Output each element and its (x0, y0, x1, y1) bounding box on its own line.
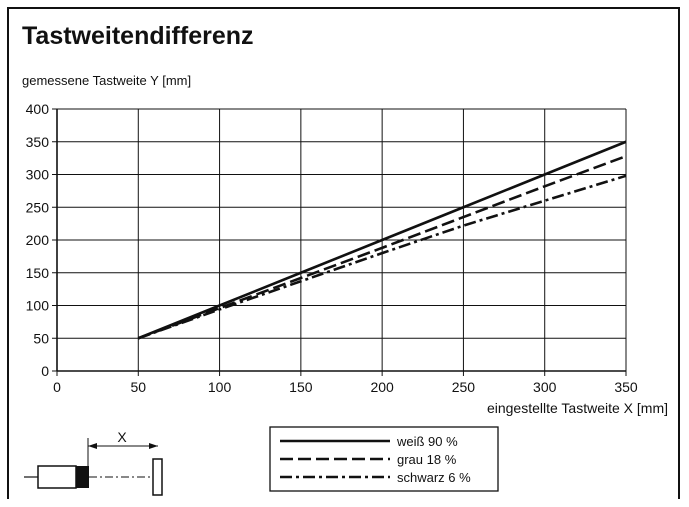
series-line (137, 174, 627, 340)
series-line (137, 140, 627, 340)
sensor-diagram: X (24, 429, 163, 496)
legend: weiß 90 % grau 18 % schwarz 6 % (280, 434, 471, 485)
x-tick-label: 300 (533, 379, 557, 395)
y-tick-label: 400 (26, 101, 50, 117)
legend-label: schwarz 6 % (397, 470, 471, 485)
series-lines (137, 140, 627, 340)
x-tick-label: 100 (208, 379, 232, 395)
legend-label: weiß 90 % (396, 434, 458, 449)
y-tick-label: 200 (26, 232, 50, 248)
x-tick-label: 50 (130, 379, 146, 395)
x-tick-label: 150 (289, 379, 313, 395)
y-tick-label: 100 (26, 298, 50, 314)
x-tick-label: 250 (452, 379, 476, 395)
y-axis-label: gemessene Tastweite Y [mm] (22, 73, 192, 88)
y-tick-label: 150 (26, 265, 50, 281)
grid (52, 108, 627, 376)
sensor-body (37, 465, 77, 489)
distance-x-label: X (117, 429, 127, 445)
x-ticks: 0 50 100 150 200 250 300 350 (53, 379, 638, 395)
x-tick-label: 0 (53, 379, 61, 395)
y-tick-label: 350 (26, 134, 50, 150)
x-tick-label: 200 (370, 379, 394, 395)
chart-frame (7, 7, 680, 499)
x-axis-label: eingestellte Tastweite X [mm] (487, 400, 668, 416)
y-tick-label: 0 (41, 363, 49, 379)
target-object (152, 458, 163, 496)
arrow-right (149, 443, 158, 449)
y-ticks: 0 50 100 150 200 250 300 350 400 (26, 101, 50, 379)
y-tick-label: 300 (26, 167, 50, 183)
series-line (137, 154, 627, 340)
sensor-lens (76, 466, 89, 488)
y-tick-label: 250 (26, 199, 50, 215)
y-tick-label: 50 (33, 330, 49, 346)
arrow-left (88, 443, 97, 449)
x-tick-label: 350 (614, 379, 638, 395)
legend-label: grau 18 % (397, 452, 457, 467)
chart-title: Tastweitendifferenz (22, 22, 254, 50)
